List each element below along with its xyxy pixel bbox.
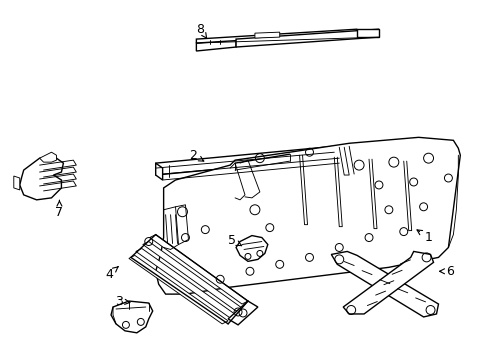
Polygon shape: [149, 235, 247, 304]
Polygon shape: [356, 29, 378, 37]
Polygon shape: [236, 235, 267, 261]
Polygon shape: [196, 39, 236, 51]
Polygon shape: [196, 29, 356, 43]
Text: 1: 1: [416, 230, 431, 244]
Polygon shape: [155, 146, 334, 175]
Polygon shape: [328, 147, 344, 160]
Polygon shape: [142, 242, 242, 311]
Polygon shape: [14, 176, 20, 190]
Polygon shape: [343, 251, 433, 314]
Text: 6: 6: [439, 265, 453, 278]
Polygon shape: [20, 158, 63, 200]
Text: 7: 7: [55, 201, 63, 219]
Polygon shape: [40, 152, 56, 162]
Text: 3: 3: [115, 294, 130, 307]
Text: 8: 8: [196, 23, 206, 39]
Text: 4: 4: [105, 267, 118, 281]
Polygon shape: [111, 301, 152, 333]
Polygon shape: [254, 32, 279, 38]
Text: 2: 2: [189, 149, 203, 162]
Polygon shape: [136, 248, 236, 318]
Polygon shape: [155, 163, 163, 180]
Polygon shape: [228, 301, 257, 325]
Text: 5: 5: [227, 234, 241, 247]
Polygon shape: [236, 29, 378, 47]
Polygon shape: [155, 137, 459, 294]
Polygon shape: [129, 255, 228, 324]
Polygon shape: [331, 251, 438, 317]
